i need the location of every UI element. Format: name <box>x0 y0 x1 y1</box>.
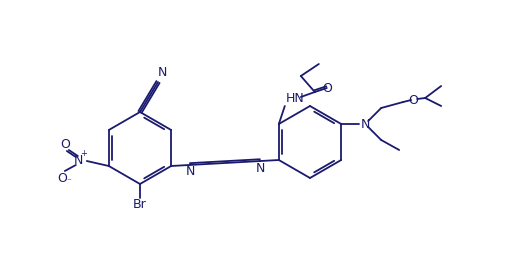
Text: O: O <box>408 94 418 107</box>
Text: N: N <box>186 165 195 179</box>
Text: ⁻: ⁻ <box>66 178 71 186</box>
Text: N: N <box>255 162 265 174</box>
Text: O: O <box>322 82 332 94</box>
Text: N: N <box>360 118 370 131</box>
Text: N: N <box>74 154 83 167</box>
Text: Br: Br <box>133 198 147 212</box>
Text: HN: HN <box>285 92 304 105</box>
Text: O: O <box>57 171 67 184</box>
Text: +: + <box>80 150 87 158</box>
Text: N: N <box>157 66 167 78</box>
Text: O: O <box>60 138 70 151</box>
